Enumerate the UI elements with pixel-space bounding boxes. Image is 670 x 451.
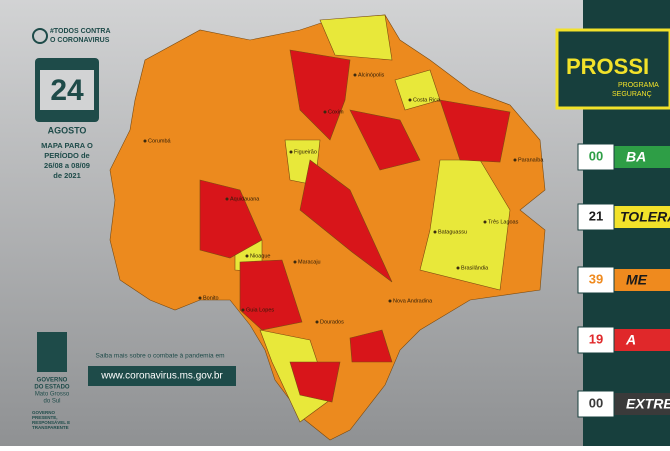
period: PERÍODO de — [44, 151, 89, 160]
city-label: Paranaíba — [518, 157, 544, 163]
city-label: Nioaque — [250, 253, 271, 259]
city-dot — [483, 220, 487, 224]
legend-count-box — [577, 203, 615, 231]
city-dot — [143, 139, 147, 143]
city-dot — [513, 158, 517, 162]
city-label: Alcinópolis — [358, 72, 385, 78]
city-label: Brasilândia — [461, 265, 489, 271]
calendar-page — [40, 70, 94, 110]
legend: 00 BA 21 TOLERA 39 ME 19 A 00 EXTRE — [577, 143, 670, 418]
motto: RESPONSÁVEL E — [32, 419, 70, 425]
city-label: Costa Rica — [413, 97, 441, 103]
url-box — [88, 366, 236, 386]
motto: PRESENTE, — [32, 415, 58, 420]
legend-count-box — [577, 143, 615, 171]
map — [109, 14, 546, 441]
legend-label: ME — [626, 272, 648, 288]
program-subtitle: PROGRAMA — [618, 82, 659, 89]
hashtag: #TODOS CONTRA — [50, 28, 111, 35]
calendar-month: AGOSTO — [48, 125, 87, 135]
city-label: Figueirão — [294, 149, 317, 155]
period: de 2021 — [53, 171, 81, 180]
city-label: Nova Andradina — [393, 298, 433, 304]
hashtag: O CORONAVIRUS — [50, 37, 110, 44]
legend-label: EXTRE — [626, 396, 670, 412]
legend-label: BA — [626, 149, 646, 165]
city-label: Bataguassu — [438, 229, 467, 235]
program-subtitle: SEGURANÇ — [612, 91, 652, 98]
city-labels: Corumbá Aquidauana Três Lagoas Paranaíba Nov… — [143, 72, 544, 325]
red-regions — [199, 49, 511, 403]
calendar-day: 24 — [50, 74, 84, 107]
city-dot — [289, 150, 293, 154]
city-dot — [353, 73, 357, 77]
government-name: do Sul — [43, 399, 60, 405]
government-name: DO ESTADO — [34, 385, 70, 391]
city-dot — [408, 98, 412, 102]
city-dot — [225, 197, 229, 201]
legend-count: 21 — [589, 208, 603, 223]
footer-text: Saiba mais sobre o combate à pandemia em — [96, 353, 225, 360]
period: 26/08 a 08/09 — [44, 161, 90, 170]
legend-count: 00 — [589, 148, 603, 163]
city-dot — [388, 299, 392, 303]
city-dot — [245, 254, 249, 258]
city-label: Maracaju — [298, 259, 321, 265]
legend-count: 39 — [589, 271, 603, 286]
government-name: Mato Grosso — [35, 392, 70, 398]
city-dot — [198, 296, 202, 300]
city-label: Dourados — [320, 319, 344, 325]
city-dot — [456, 266, 460, 270]
program-box — [555, 28, 670, 110]
legend-label: A — [625, 332, 636, 348]
city-label: Guia Lopes — [246, 307, 274, 313]
city-label: Bonito — [203, 295, 219, 301]
city-label: Corumbá — [148, 138, 172, 144]
government-emblem — [37, 332, 67, 372]
legend-label: TOLERA — [620, 209, 670, 225]
legend-count: 00 — [589, 395, 603, 410]
motto: GOVERNO — [32, 410, 56, 415]
program-title: PROSSI — [566, 54, 649, 79]
url[interactable]: www.coronavirus.ms.gov.br — [100, 371, 223, 382]
city-dot — [293, 260, 297, 264]
legend-count: 19 — [589, 331, 603, 346]
city-dot — [323, 110, 327, 114]
government-name: GOVERNO — [37, 378, 68, 384]
motto: TRANSPARENTE — [32, 425, 69, 430]
city-label: Coxim — [328, 109, 344, 115]
city-dot — [315, 320, 319, 324]
logo-icon — [32, 28, 48, 44]
legend-count-box — [577, 390, 615, 418]
city-label: Aquidauana — [230, 196, 260, 202]
period: MAPA PARA O — [41, 141, 93, 150]
legend-count-box — [577, 266, 615, 294]
city-dot — [433, 230, 437, 234]
legend-count-box — [577, 326, 615, 354]
city-dot — [241, 308, 245, 312]
city-label: Três Lagoas — [488, 219, 519, 225]
